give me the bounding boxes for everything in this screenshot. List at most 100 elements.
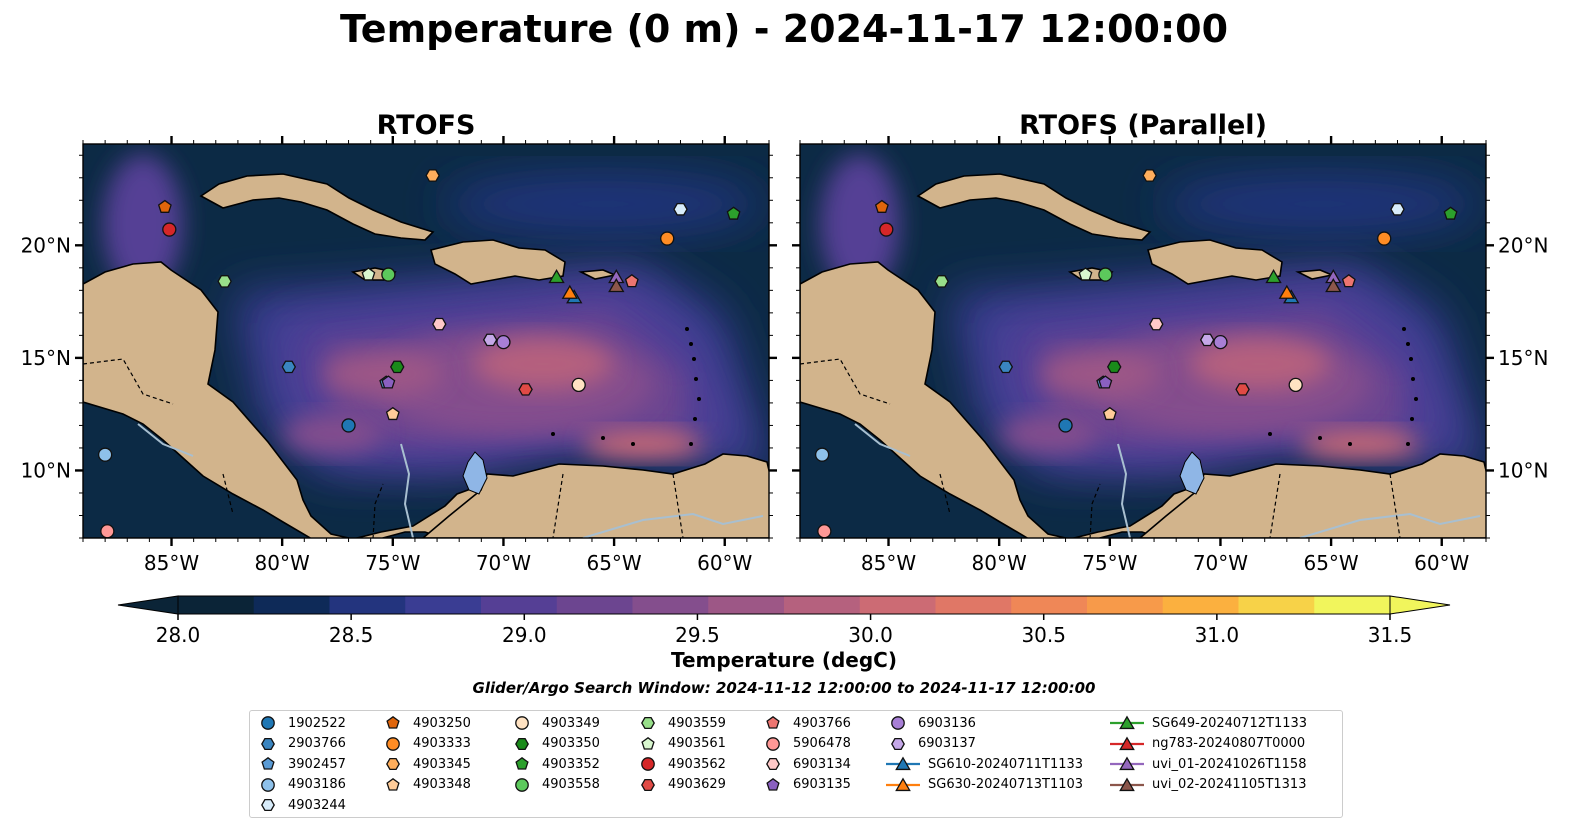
legend-label: ng783-20240807T0000	[1152, 736, 1306, 751]
legend-label: 6903134	[793, 756, 851, 772]
legend-label: 6903137	[918, 736, 976, 751]
legend-marker	[895, 756, 911, 771]
legend-item: 6903135	[761, 776, 851, 794]
triangle-marker-icon	[1110, 776, 1144, 791]
circle-marker-icon	[261, 716, 275, 730]
island	[601, 436, 605, 440]
obs-marker-4903348	[1102, 406, 1117, 421]
hexagon-marker-icon	[766, 757, 780, 771]
colorbar-segment	[935, 596, 1012, 614]
pentagon-marker-icon	[766, 777, 780, 791]
island	[689, 342, 693, 346]
colorbar-segment	[178, 596, 255, 614]
lon-tick-label: 85°W	[144, 551, 199, 575]
obs-marker-4903352	[726, 206, 741, 220]
legend-label: 4903766	[793, 715, 851, 731]
colorbar-segment	[859, 596, 936, 614]
legend-item: 4903349	[510, 714, 600, 732]
legend-label: SG649-20240712T1133	[1152, 715, 1308, 731]
obs-marker-1902522	[1058, 418, 1073, 433]
legend-label: 2903766	[288, 736, 346, 751]
colorbar-segment	[329, 596, 406, 614]
legend-marker	[766, 777, 780, 791]
legend-label: SG630-20240713T1103	[928, 777, 1084, 792]
colorbar-label: Temperature (degC)	[671, 648, 897, 672]
map-frame	[82, 143, 770, 539]
legend-label: 4903561	[668, 736, 726, 751]
legend-marker	[891, 716, 905, 730]
obs-marker-4903766	[1341, 274, 1356, 288]
obs-marker-4903561	[1078, 267, 1093, 281]
lon-tick-label: 60°W	[1414, 551, 1469, 575]
legend-item: ng783-20240807T0000	[1110, 735, 1305, 753]
island	[551, 432, 555, 436]
lat-tick-label: 20°N	[21, 233, 71, 257]
legend-label: 4903559	[668, 715, 726, 731]
lon-tick-label: 80°W	[255, 551, 310, 575]
legend-label: 4903186	[288, 777, 346, 792]
obs-marker-6903137	[1199, 333, 1215, 347]
lake	[1179, 451, 1205, 495]
legend-marker	[261, 798, 275, 812]
obs-marker-SG649-20240712T1133	[1265, 269, 1282, 284]
obs-marker-4903629	[518, 383, 533, 396]
obs-marker-6903135	[1098, 375, 1113, 389]
lake	[462, 451, 488, 495]
lon-tick-label: 70°W	[1193, 551, 1248, 575]
legend-label: uvi_02-20241105T1313	[1152, 777, 1307, 792]
obs-marker-4903333	[1377, 231, 1392, 246]
obs-marker-4903561	[361, 267, 376, 281]
obs-marker-4903349	[1288, 377, 1303, 393]
legend: 1902522 2903766 3902457 4903186 4903244 49032…	[249, 710, 1343, 818]
obs-marker-6903135	[381, 375, 396, 389]
obs-marker-4903349	[571, 377, 586, 393]
legend-item: 6903136	[886, 714, 976, 732]
island	[1318, 436, 1322, 440]
river	[400, 443, 414, 538]
circle-marker-icon	[515, 777, 529, 792]
legend-marker	[261, 777, 275, 792]
obs-marker-4903244	[1390, 203, 1405, 216]
island	[1268, 432, 1272, 436]
legend-label: 4903250	[413, 715, 471, 731]
hexagon-marker-icon	[641, 778, 655, 791]
island	[1409, 357, 1413, 361]
legend-item: SG610-20240711T1133	[886, 755, 1083, 773]
legend-item: 4903352	[510, 755, 600, 773]
legend-marker	[515, 737, 529, 750]
obs-marker-5906478	[817, 524, 832, 538]
legend-marker	[515, 716, 529, 730]
colorbar: 28.0 28.5 29.0 29.5 30.0 30.5 31.0 31.5	[117, 595, 1451, 647]
legend-marker	[261, 756, 275, 770]
island	[1406, 442, 1410, 446]
legend-item: 4903561	[636, 735, 726, 753]
legend-marker	[766, 715, 780, 729]
obs-marker-4903350	[389, 360, 405, 374]
lat-tick-label: 20°N	[1498, 233, 1548, 257]
circle-marker-icon	[641, 757, 655, 771]
lon-tick-label: 70°W	[476, 551, 531, 575]
colorbar-segment	[1238, 596, 1315, 614]
triangle-marker-icon	[1110, 735, 1144, 750]
obs-marker-uvi_02-20241105T1313	[1325, 278, 1342, 293]
river	[854, 423, 911, 457]
island	[1410, 417, 1414, 421]
legend-item: 6903137	[886, 735, 976, 753]
legend-item: 3902457	[256, 755, 346, 773]
legend-item: 4903250	[381, 714, 471, 732]
colorbar-tick-label: 30.5	[1021, 623, 1066, 647]
legend-marker	[386, 757, 400, 771]
legend-marker	[386, 736, 400, 751]
legend-item: 2903766	[256, 735, 346, 753]
temperature-field	[800, 144, 1486, 538]
lon-tick-label: 65°W	[1303, 551, 1358, 575]
island	[697, 397, 701, 401]
colorbar-segment	[632, 596, 709, 614]
obs-marker-4903562	[879, 222, 894, 237]
obs-marker-6903137	[482, 333, 498, 347]
pentagon-marker-icon	[515, 756, 529, 770]
legend-label: 4903348	[413, 777, 471, 792]
legend-item: uvi_02-20241105T1313	[1110, 776, 1306, 794]
river	[582, 512, 764, 538]
legend-item: 4903629	[636, 776, 726, 794]
